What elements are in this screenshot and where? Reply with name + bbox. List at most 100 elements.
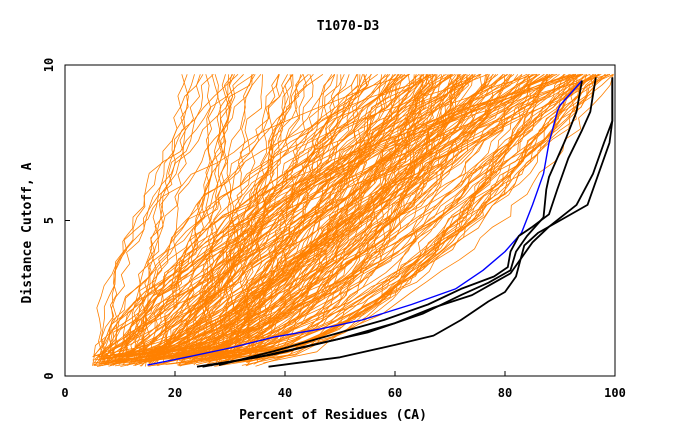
model-curve xyxy=(101,74,368,357)
model-curve xyxy=(100,74,404,365)
x-tick-label: 0 xyxy=(61,386,68,400)
model-curve xyxy=(180,73,541,363)
x-tick-label: 80 xyxy=(498,386,512,400)
model-curve xyxy=(254,74,314,363)
model-curve xyxy=(206,73,465,366)
model-curve xyxy=(207,74,576,364)
model-curve xyxy=(92,74,504,358)
model-curve xyxy=(108,73,255,362)
model-curve xyxy=(104,74,579,359)
model-curve xyxy=(224,74,417,365)
model-curve xyxy=(191,74,399,364)
background-model-curves xyxy=(92,73,614,367)
model-curve xyxy=(142,74,239,361)
model-curve xyxy=(255,73,611,367)
y-tick-label: 5 xyxy=(42,217,56,224)
model-curve xyxy=(100,73,590,364)
model-curve xyxy=(245,73,594,363)
y-tick-label: 10 xyxy=(42,58,56,72)
model-curve xyxy=(112,73,425,364)
model-curve xyxy=(148,74,476,364)
model-curve xyxy=(141,74,294,361)
model-curve xyxy=(99,74,512,359)
model-curve xyxy=(223,74,302,359)
model-curve xyxy=(145,73,602,361)
model-curve xyxy=(134,74,232,363)
model-curve xyxy=(109,73,410,357)
x-tick-label: 40 xyxy=(278,386,292,400)
x-tick-label: 20 xyxy=(168,386,182,400)
model-curve xyxy=(92,73,560,364)
model-curve xyxy=(117,74,233,362)
model-curve xyxy=(104,74,372,365)
model-curve xyxy=(143,74,594,360)
model-curve xyxy=(208,74,581,357)
model-curve xyxy=(246,74,600,363)
model-curve xyxy=(98,73,577,358)
model-curve xyxy=(158,74,434,359)
model-curve xyxy=(122,74,262,358)
model-curve xyxy=(92,74,565,361)
model-curve xyxy=(128,74,372,366)
model-curve xyxy=(101,74,201,361)
y-axis-label: Distance Cutoff, A xyxy=(20,162,35,303)
model-curve xyxy=(176,74,487,359)
model-curve xyxy=(178,73,467,367)
model-curve xyxy=(104,73,600,361)
x-tick-label: 100 xyxy=(604,386,626,400)
model-curve xyxy=(197,74,548,361)
model-curve xyxy=(99,73,397,367)
model-curve xyxy=(230,74,547,362)
model-curve xyxy=(200,73,576,363)
x-axis-label: Percent of Residues (CA) xyxy=(239,408,427,423)
model-curve xyxy=(93,73,410,364)
model-curve xyxy=(135,74,423,359)
chart-title: T1070-D3 xyxy=(317,19,380,34)
model-curve xyxy=(150,73,481,357)
model-curve xyxy=(101,74,361,357)
model-curve xyxy=(110,74,256,360)
model-curve xyxy=(101,74,476,363)
series-line-0 xyxy=(147,80,583,366)
model-curve xyxy=(201,74,459,358)
model-curve xyxy=(134,73,566,360)
series-line-4 xyxy=(218,77,597,366)
model-curve xyxy=(100,74,214,364)
model-curve xyxy=(157,74,490,367)
model-curve xyxy=(169,74,422,357)
model-curve xyxy=(155,74,403,361)
model-curve xyxy=(107,73,324,366)
model-curve xyxy=(203,74,388,357)
model-curve xyxy=(102,74,519,360)
model-curve xyxy=(176,73,607,366)
y-tick-label: 0 xyxy=(42,372,56,379)
x-axis: 0 20 40 60 80 100 xyxy=(61,371,626,400)
model-curve xyxy=(93,73,531,357)
model-curve xyxy=(157,74,307,360)
model-curve xyxy=(116,73,409,364)
x-tick-label: 60 xyxy=(388,386,402,400)
model-curve xyxy=(156,74,189,365)
model-curve xyxy=(176,74,530,360)
series-line-3 xyxy=(268,77,614,368)
model-curve xyxy=(134,73,601,363)
model-curve xyxy=(221,73,608,364)
model-curve xyxy=(168,74,219,359)
model-curve xyxy=(216,74,457,362)
highlighted-model-curves xyxy=(147,77,614,368)
model-curve xyxy=(114,74,395,367)
model-curve xyxy=(205,74,223,364)
model-curve xyxy=(127,73,420,367)
model-curve xyxy=(201,74,234,362)
series-line-2 xyxy=(202,77,614,368)
model-curve xyxy=(208,74,463,359)
model-curve xyxy=(170,74,614,359)
model-curve xyxy=(164,73,581,358)
model-curve xyxy=(205,74,460,363)
model-curve xyxy=(163,73,536,364)
model-curve xyxy=(101,74,244,366)
model-curve xyxy=(104,74,294,365)
model-curve xyxy=(133,73,545,367)
model-curve xyxy=(126,74,188,357)
